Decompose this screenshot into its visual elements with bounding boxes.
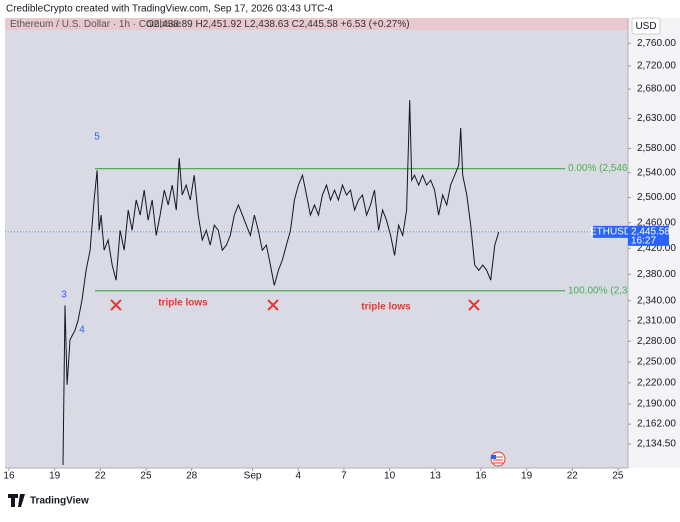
fib-label: 100.00% (2,355 <box>568 285 639 296</box>
annotation: 3 <box>61 290 67 301</box>
symbol-tag-label: ETHUSD <box>590 227 631 238</box>
y-tick-label: 2,340.00 <box>637 295 676 306</box>
y-tick-label: 2,134.50 <box>637 439 676 450</box>
x-tick-label: 4 <box>295 471 301 482</box>
credit: CredibleCrypto created with TradingView.… <box>6 4 334 15</box>
symbol-title: Ethereum / U.S. Dollar · 1h · Coinbase <box>10 19 182 30</box>
x-tick-label: Sep <box>244 471 262 482</box>
ohlc: O2,438.89 H2,451.92 L2,438.63 C2,445.58 … <box>146 19 410 30</box>
symbol-tag <box>593 225 628 238</box>
x-tick-label: 22 <box>95 471 107 482</box>
price-tag-label: 2,445.58 <box>631 227 670 238</box>
y-tick-label: 2,190.00 <box>637 399 676 410</box>
x-tick-label: 16 <box>3 471 15 482</box>
annotation: 4 <box>79 325 85 336</box>
y-tick-label: 2,380.00 <box>637 269 676 280</box>
x-tick-label: 19 <box>521 471 533 482</box>
x-tick-label: 25 <box>140 471 152 482</box>
y-tick-label: 2,720.00 <box>637 61 676 72</box>
x-tick-label: 10 <box>384 471 396 482</box>
x-tick-label: 22 <box>567 471 579 482</box>
x-tick-label: 7 <box>341 471 347 482</box>
y-tick-label: 2,250.00 <box>637 357 676 368</box>
fib-label: 0.00% (2,546.83 <box>568 163 642 174</box>
annotation: triple lows <box>158 298 208 309</box>
currency: USD <box>635 21 656 32</box>
y-tick-label: 2,680.00 <box>637 84 676 95</box>
legend-bar <box>5 18 628 30</box>
plot: 0.00% (2,546.83 100.00% (2,355 <box>5 100 642 466</box>
y-tick-label: 2,310.00 <box>637 315 676 326</box>
annotation: triple lows <box>361 302 411 313</box>
x-marks <box>110 299 480 311</box>
brand: TradingView <box>30 496 89 507</box>
y-tick-label: 2,760.00 <box>637 38 676 49</box>
x-tick-label: 13 <box>430 471 442 482</box>
price-tag <box>628 225 669 246</box>
x-tick-label: 25 <box>612 471 624 482</box>
y-tick-label: 2,420.00 <box>637 243 676 254</box>
annotation: 5 <box>94 132 100 143</box>
y-tick-label: 2,580.00 <box>637 143 676 154</box>
x-tick-label: 16 <box>475 471 487 482</box>
y-tick-label: 2,630.00 <box>637 113 676 124</box>
y-tick-label: 2,500.00 <box>637 192 676 203</box>
logo: TradingView <box>8 494 89 507</box>
countdown: 16:27 <box>631 236 656 247</box>
y-tick-label: 2,280.00 <box>637 336 676 347</box>
y-tick-label: 2,162.00 <box>637 419 676 430</box>
y-tick-label: 2,540.00 <box>637 167 676 178</box>
price-line <box>62 100 500 466</box>
x-tick-label: 19 <box>49 471 61 482</box>
y-tick-label: 2,220.00 <box>637 377 676 388</box>
plot-area <box>5 18 628 468</box>
currency-button[interactable] <box>631 17 661 35</box>
y-tick-label: 2,460.00 <box>637 217 676 228</box>
flag-icon[interactable] <box>490 451 506 467</box>
x-tick-label: 28 <box>186 471 198 482</box>
